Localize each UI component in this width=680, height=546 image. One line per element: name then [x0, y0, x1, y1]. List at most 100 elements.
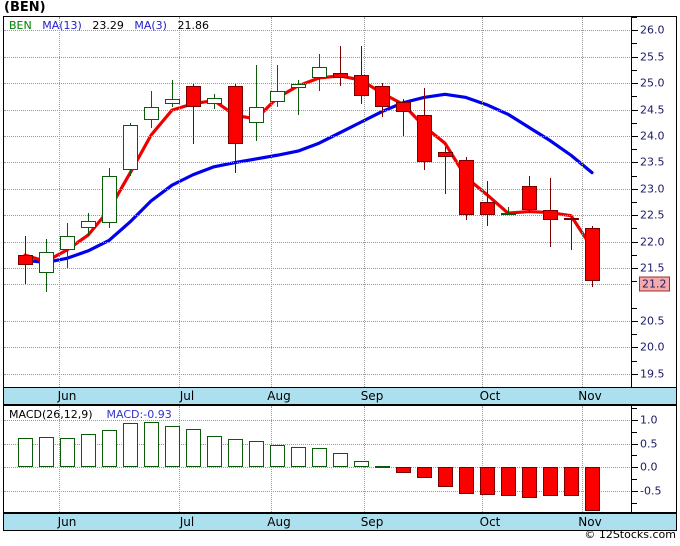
- month-gridline: [179, 17, 180, 387]
- macd-axis-minor-tick: [632, 479, 637, 481]
- candlestick: [60, 236, 75, 250]
- price-gridline: [4, 347, 632, 349]
- price-axis-label: 22.5: [640, 208, 665, 222]
- macd-legend: MACD(26,12,9) MACD:-0.93: [9, 408, 172, 421]
- last-price-gridline: [4, 283, 632, 285]
- macd-axis-tick: [632, 467, 638, 469]
- price-axis-tick: [632, 109, 638, 111]
- price-axis-label: 19.5: [640, 367, 665, 381]
- macd-axis-minor-tick: [632, 431, 637, 433]
- candle-wick: [361, 46, 362, 105]
- candlestick: [123, 125, 138, 171]
- macd-histogram-bar: [564, 467, 579, 497]
- macd-value-label: MACD:-0.93: [106, 408, 172, 421]
- macd-y-axis: 1.0 0.5 0.0 -0.5: [631, 406, 676, 512]
- candle-wick: [403, 98, 404, 136]
- month-label-price: Nov: [578, 389, 602, 403]
- macd-histogram-bar: [396, 467, 411, 474]
- macd-axis-minor-tick: [632, 408, 637, 410]
- price-axis-label: 24.5: [640, 103, 665, 116]
- candlestick: [417, 114, 432, 163]
- month-gridline: [582, 17, 583, 387]
- candlestick: [249, 106, 264, 123]
- month-label-macd: Aug: [267, 515, 291, 529]
- macd-histogram-bar: [60, 438, 75, 468]
- macd-histogram-bar: [207, 436, 222, 468]
- price-axis-tick: [632, 188, 638, 190]
- price-axis-tick: [632, 320, 638, 322]
- candle-wick: [445, 146, 446, 195]
- price-axis-minor-tick: [632, 175, 637, 177]
- macd-histogram-bar: [480, 467, 495, 495]
- macd-histogram-bar: [375, 466, 390, 469]
- macd-axis-minor-tick: [632, 502, 637, 504]
- price-gridline: [4, 56, 632, 58]
- macd-axis-tick: [632, 490, 638, 492]
- legend-symbol: BEN: [9, 19, 32, 32]
- price-axis-label: 22.0: [640, 235, 665, 249]
- macd-histogram-bar: [585, 467, 600, 512]
- price-axis-tick: [632, 215, 638, 217]
- month-gridline: [582, 406, 583, 512]
- price-axis-tick: [632, 56, 638, 58]
- price-axis-label: 24.0: [640, 129, 665, 143]
- macd-axis-label: 1.0: [640, 413, 658, 427]
- price-gridline: [4, 373, 632, 375]
- price-gridline: [4, 83, 632, 85]
- macd-histogram-bar: [438, 467, 453, 488]
- candle-wick: [256, 64, 257, 142]
- month-label-price: Oct: [479, 389, 501, 403]
- candlestick: [543, 209, 558, 221]
- candlestick: [81, 220, 96, 229]
- legend-ma3-value: 21.86: [177, 19, 209, 32]
- price-axis-label: 21.5: [640, 261, 665, 275]
- macd-histogram-bar: [417, 467, 432, 478]
- price-gridline: [4, 162, 632, 164]
- price-axis-minor-tick: [632, 149, 637, 151]
- page-title: (BEN): [4, 0, 46, 15]
- x-axis-band-price: Jun Jul Aug Sep Oct Nov: [3, 387, 677, 405]
- candlestick: [480, 202, 495, 216]
- macd-gridline: [4, 490, 632, 492]
- month-gridline: [59, 406, 60, 512]
- price-axis-label: 20.0: [640, 340, 665, 354]
- macd-histogram-bar: [39, 437, 54, 468]
- month-label-macd: Sep: [360, 515, 384, 529]
- price-axis-minor-tick: [632, 202, 637, 203]
- macd-axis-tick: [632, 443, 638, 445]
- month-label-macd: Oct: [479, 515, 501, 529]
- candlestick: [207, 97, 222, 105]
- price-axis-tick: [632, 268, 638, 270]
- macd-histogram-bar: [459, 467, 474, 494]
- candlestick: [459, 159, 474, 216]
- x-axis-band-macd: Jun Jul Aug Sep Oct Nov: [3, 513, 677, 531]
- candlestick: [102, 175, 117, 224]
- macd-histogram-bar: [123, 423, 138, 468]
- price-axis-minor-tick: [632, 69, 637, 71]
- candlestick: [585, 228, 600, 282]
- price-gridline: [4, 215, 632, 217]
- price-axis-tick: [632, 135, 638, 137]
- price-axis-tick: [632, 83, 638, 85]
- ma3-line: [23, 74, 594, 264]
- candlestick: [228, 85, 243, 144]
- price-gridline: [4, 268, 632, 270]
- price-gridline: [4, 241, 632, 243]
- macd-histogram-bar: [312, 448, 327, 468]
- month-label-price: Sep: [360, 389, 384, 403]
- macd-histogram-bar: [144, 422, 159, 468]
- macd-histogram-bar: [522, 467, 537, 499]
- macd-gridline: [4, 467, 632, 469]
- candlestick: [522, 186, 537, 210]
- price-axis-label: 23.0: [640, 182, 665, 196]
- legend-ma13-value: 23.29: [92, 19, 124, 32]
- candlestick: [18, 254, 33, 266]
- price-axis-minor-tick: [632, 360, 637, 362]
- candle-wick: [298, 80, 299, 115]
- price-axis-label: 25.5: [640, 50, 665, 64]
- month-label-macd: Nov: [578, 515, 602, 529]
- macd-axis-label: -0.5: [640, 484, 662, 498]
- price-legend: BEN MA(13) 23.29 MA(3) 21.86: [9, 19, 209, 32]
- macd-axis-label: 0.5: [640, 437, 658, 451]
- macd-gridline: [4, 420, 632, 422]
